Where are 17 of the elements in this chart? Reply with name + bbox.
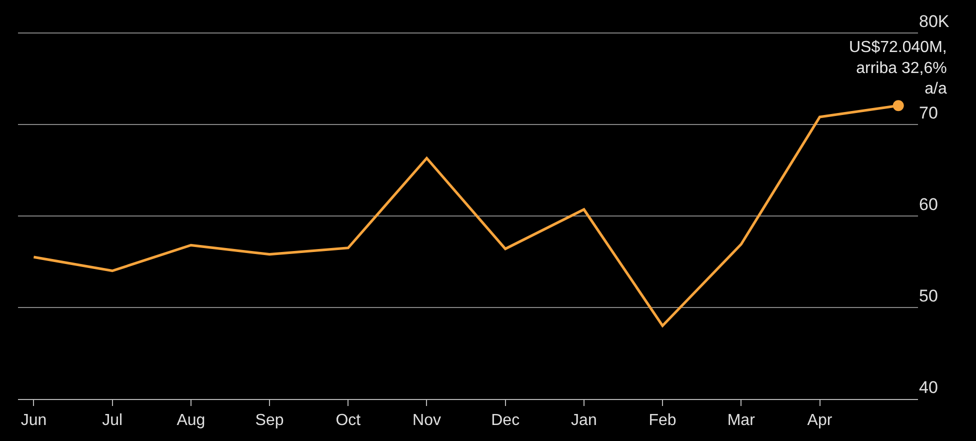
x-tick-label: Oct — [336, 412, 362, 430]
x-tick-label: Sep — [255, 412, 284, 430]
x-tick-label: Jan — [571, 412, 597, 430]
y-tick-label: 50 — [919, 286, 938, 306]
annotation: US$72.040M, arriba 32,6% a/a — [849, 39, 947, 98]
x-tick-label: Aug — [176, 412, 206, 430]
y-tick-label: 60 — [919, 194, 938, 214]
x-tick-label: Mar — [727, 412, 756, 430]
x-tick-label: Feb — [648, 412, 676, 430]
y-tick-label: 80K — [919, 12, 950, 31]
y-tick-label: 40 — [919, 378, 938, 398]
y-tick-label: 70 — [919, 103, 938, 122]
x-tick-label: Jul — [102, 412, 123, 430]
x-tick-label: Nov — [412, 412, 441, 430]
x-tick-label: Apr — [807, 412, 833, 430]
x-tick-label: Jun — [20, 412, 47, 430]
x-tick-label: Dec — [491, 412, 520, 430]
